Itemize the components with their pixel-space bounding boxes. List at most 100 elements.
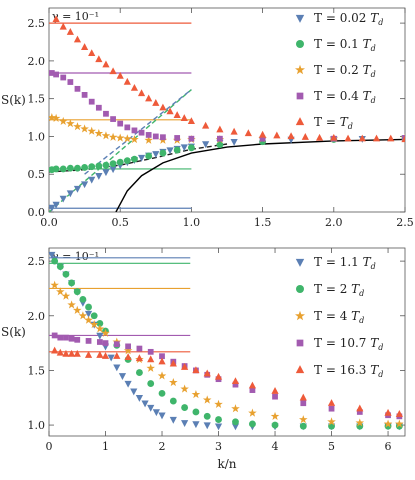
data-point bbox=[130, 83, 139, 91]
data-point bbox=[147, 348, 154, 355]
data-point bbox=[145, 152, 153, 160]
data-point bbox=[328, 405, 335, 412]
data-point bbox=[244, 129, 252, 137]
data-point bbox=[49, 204, 56, 212]
data-point bbox=[203, 422, 211, 430]
data-point bbox=[271, 421, 279, 429]
legend-marker bbox=[295, 14, 305, 23]
x-tick-label: 0 bbox=[46, 440, 53, 453]
data-point bbox=[147, 380, 155, 387]
data-point bbox=[315, 133, 324, 141]
y-tick-label: 2.0 bbox=[28, 310, 46, 323]
data-point bbox=[108, 132, 118, 141]
data-point bbox=[181, 404, 189, 412]
data-point bbox=[51, 332, 58, 339]
legend-marker bbox=[296, 40, 304, 48]
data-point bbox=[118, 373, 127, 381]
x-tick-label: 1.0 bbox=[183, 216, 201, 229]
data-point bbox=[60, 74, 67, 81]
data-point bbox=[358, 134, 366, 142]
legend-label: T = 0.02 Td bbox=[314, 11, 383, 27]
data-point bbox=[96, 339, 103, 345]
data-point bbox=[356, 409, 363, 415]
data-point bbox=[58, 116, 68, 125]
data-point bbox=[102, 340, 109, 346]
data-point bbox=[102, 169, 110, 177]
x-tick-label: 1 bbox=[102, 440, 109, 453]
data-point bbox=[52, 15, 60, 23]
x-tick-label: 0.0 bbox=[40, 216, 58, 229]
data-point bbox=[191, 389, 201, 399]
plot-frame bbox=[48, 7, 406, 213]
dashed-green-line bbox=[49, 89, 192, 212]
data-point bbox=[73, 349, 81, 357]
data-point bbox=[249, 420, 256, 428]
data-point bbox=[72, 305, 82, 314]
data-point bbox=[214, 399, 223, 408]
data-point bbox=[49, 70, 55, 76]
gamma-annotation: γ = 10⁻¹ bbox=[52, 250, 99, 263]
data-point bbox=[330, 133, 338, 141]
gamma-annotation: γ = 10⁻¹ bbox=[52, 10, 99, 23]
y-axis-label: S(k) bbox=[1, 93, 26, 107]
data-point bbox=[188, 135, 195, 142]
data-point bbox=[166, 107, 174, 115]
x-tick-label: 2 bbox=[159, 440, 166, 453]
data-point bbox=[61, 291, 71, 300]
data-point bbox=[145, 132, 152, 138]
data-point bbox=[95, 173, 103, 180]
data-point bbox=[56, 263, 64, 271]
data-point bbox=[395, 409, 403, 417]
x-tick-label: 2.0 bbox=[325, 216, 343, 229]
data-point bbox=[180, 384, 189, 393]
data-point bbox=[299, 415, 308, 424]
data-point bbox=[90, 312, 98, 320]
data-point bbox=[327, 399, 336, 406]
data-point bbox=[59, 195, 67, 203]
data-point bbox=[68, 335, 75, 342]
data-point bbox=[259, 130, 267, 138]
data-point bbox=[113, 352, 121, 359]
x-tick-label: 5 bbox=[328, 440, 335, 453]
data-point bbox=[109, 166, 117, 174]
data-point bbox=[88, 49, 96, 57]
data-point bbox=[248, 408, 257, 417]
data-point bbox=[96, 350, 104, 358]
data-point bbox=[66, 164, 74, 172]
dashed-blue-line bbox=[84, 89, 192, 175]
data-point bbox=[187, 144, 195, 152]
data-point bbox=[116, 71, 124, 79]
data-point bbox=[192, 366, 200, 374]
data-point bbox=[173, 146, 181, 154]
data-point bbox=[203, 412, 211, 420]
data-point bbox=[202, 395, 212, 404]
data-point bbox=[299, 393, 307, 401]
data-point bbox=[81, 92, 88, 98]
data-point bbox=[107, 354, 115, 362]
data-point bbox=[88, 176, 96, 184]
legend-marker bbox=[295, 117, 305, 126]
data-point bbox=[49, 251, 56, 259]
x-tick-label: 3 bbox=[215, 440, 222, 453]
legend-label: T = 0.2 Td bbox=[314, 63, 376, 79]
data-point bbox=[181, 362, 189, 370]
data-point bbox=[123, 346, 133, 355]
data-point bbox=[159, 103, 167, 111]
data-point bbox=[230, 127, 238, 135]
data-point bbox=[300, 400, 307, 407]
data-point bbox=[110, 116, 116, 122]
data-point bbox=[123, 77, 131, 85]
data-point bbox=[327, 417, 336, 426]
y-tick-label: 1.0 bbox=[28, 130, 46, 143]
data-point bbox=[137, 154, 146, 162]
dashed-black-line bbox=[49, 143, 228, 173]
data-point bbox=[152, 409, 160, 417]
x-tick-label: 6 bbox=[385, 440, 392, 453]
bottom-panel: 0 1 2 3 4 5 6 1.0 1.5 2.0 2.5 S(k) k/n γ = 10⁻¹ T = 1.… bbox=[1, 247, 406, 471]
data-point bbox=[202, 141, 210, 149]
data-point bbox=[145, 94, 153, 102]
legend-label: T = 0.1 Td bbox=[314, 37, 376, 53]
y-tick-label: 2.5 bbox=[28, 17, 46, 30]
data-point bbox=[95, 324, 105, 333]
